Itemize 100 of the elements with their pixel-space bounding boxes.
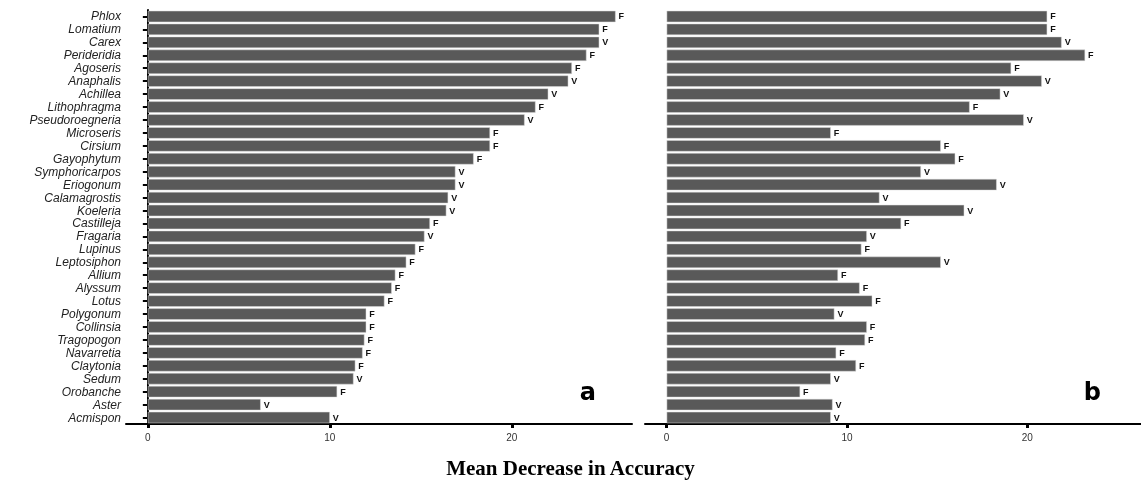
data-label: F: [493, 140, 500, 151]
data-label: F: [476, 153, 483, 164]
x-tick-label: 20: [1021, 431, 1034, 443]
y-tick-label: Lupinus: [78, 242, 121, 257]
data-label: F: [840, 270, 847, 281]
data-label: V: [1064, 37, 1071, 48]
data-label: F: [1014, 63, 1021, 74]
y-tick-label: Carex: [88, 35, 122, 50]
data-label: F: [387, 296, 394, 307]
data-label: F: [538, 102, 545, 113]
x-tick-label: 10: [324, 431, 336, 443]
data-label: V: [1044, 76, 1051, 87]
y-tick-label: Perideridia: [63, 48, 122, 63]
data-label: V: [882, 192, 889, 203]
data-label: F: [868, 334, 875, 345]
data-label: V: [427, 231, 434, 242]
x-tick-label: 20: [506, 431, 518, 443]
y-tick-label: Alyssum: [74, 281, 121, 296]
data-label: V: [263, 399, 270, 410]
data-label: F: [398, 270, 405, 281]
data-label: F: [574, 63, 581, 74]
annotation: a: [579, 378, 597, 406]
data-label: F: [369, 321, 376, 332]
y-tick-label: Leptosiphon: [55, 255, 122, 270]
y-tick-label: Eriogonum: [62, 177, 121, 192]
data-label: V: [869, 231, 876, 242]
data-label: V: [458, 179, 465, 190]
data-label: V: [332, 412, 339, 423]
data-label: F: [869, 321, 876, 332]
y-tick-label: Lithophragma: [47, 100, 122, 115]
y-tick-label: Cirsium: [80, 138, 121, 153]
data-label: V: [835, 399, 842, 410]
data-label: V: [1026, 114, 1033, 125]
data-label: F: [369, 309, 376, 320]
data-label: V: [967, 205, 974, 216]
x-tick-label: 0: [663, 431, 670, 443]
data-label: V: [943, 257, 950, 268]
data-label: F: [943, 140, 950, 151]
y-tick-label: Gayophytum: [52, 151, 121, 166]
y-tick-label: Fragaria: [76, 229, 122, 244]
y-tick-label: Symphoricarpos: [34, 164, 121, 179]
y-tick-label: Orobanche: [61, 384, 122, 399]
y-tick-label: Achillea: [77, 87, 122, 102]
data-label: F: [602, 24, 609, 35]
data-label: F: [1050, 11, 1057, 22]
data-label: F: [859, 360, 866, 371]
data-label: V: [527, 114, 534, 125]
data-label: F: [833, 127, 840, 138]
data-label: F: [839, 347, 846, 358]
data-label: F: [367, 334, 374, 345]
y-tick-label: Aster: [91, 397, 122, 412]
data-label: V: [833, 373, 840, 384]
data-label: V: [356, 373, 363, 384]
annotation: b: [1083, 378, 1102, 406]
x-axis-title: Mean Decrease in Accuracy: [445, 456, 696, 481]
data-label: V: [551, 89, 558, 100]
data-label: V: [837, 309, 844, 320]
data-label: F: [864, 244, 871, 255]
y-tick-label: Castilleja: [72, 216, 122, 231]
data-label: V: [458, 166, 465, 177]
data-label: F: [972, 102, 979, 113]
y-tick-label: Tragopogon: [57, 332, 122, 347]
data-label: F: [1050, 24, 1057, 35]
x-tick-label: 10: [841, 431, 854, 443]
y-tick-label: Phlox: [90, 9, 122, 24]
data-label: F: [904, 218, 911, 229]
y-tick-label: Lotus: [91, 294, 121, 309]
data-label: V: [449, 205, 456, 216]
data-label: F: [862, 283, 869, 294]
data-label: V: [833, 412, 840, 423]
data-label: V: [602, 37, 609, 48]
data-label: F: [418, 244, 425, 255]
data-label: V: [923, 166, 930, 177]
y-tick-label: Anaphalis: [67, 74, 121, 89]
y-tick-label: Claytonia: [70, 358, 122, 373]
y-tick-label: Agoseris: [73, 61, 121, 76]
y-tick-label: Acmispon: [67, 410, 122, 425]
data-label: F: [618, 11, 625, 22]
data-label: F: [875, 296, 882, 307]
data-label: V: [571, 76, 578, 87]
y-tick-label: Sedum: [82, 371, 121, 386]
data-label: F: [358, 360, 365, 371]
data-label: F: [1088, 50, 1095, 61]
y-tick-label: Polygonum: [60, 307, 121, 322]
data-label: F: [394, 283, 401, 294]
x-tick-label: 0: [145, 431, 152, 443]
data-label: F: [589, 50, 596, 61]
data-label: F: [365, 347, 372, 358]
y-tick-label: Allium: [87, 268, 121, 283]
y-tick-label: Lomatium: [68, 22, 121, 37]
data-label: V: [999, 179, 1006, 190]
data-label: F: [803, 386, 810, 397]
data-label: F: [493, 127, 500, 138]
y-tick-label: Calamagrostis: [44, 190, 121, 205]
data-label: V: [451, 192, 458, 203]
data-label: F: [958, 153, 965, 164]
data-label: F: [409, 257, 416, 268]
data-label: F: [340, 386, 347, 397]
data-label: F: [432, 218, 439, 229]
data-label: V: [1003, 89, 1010, 100]
